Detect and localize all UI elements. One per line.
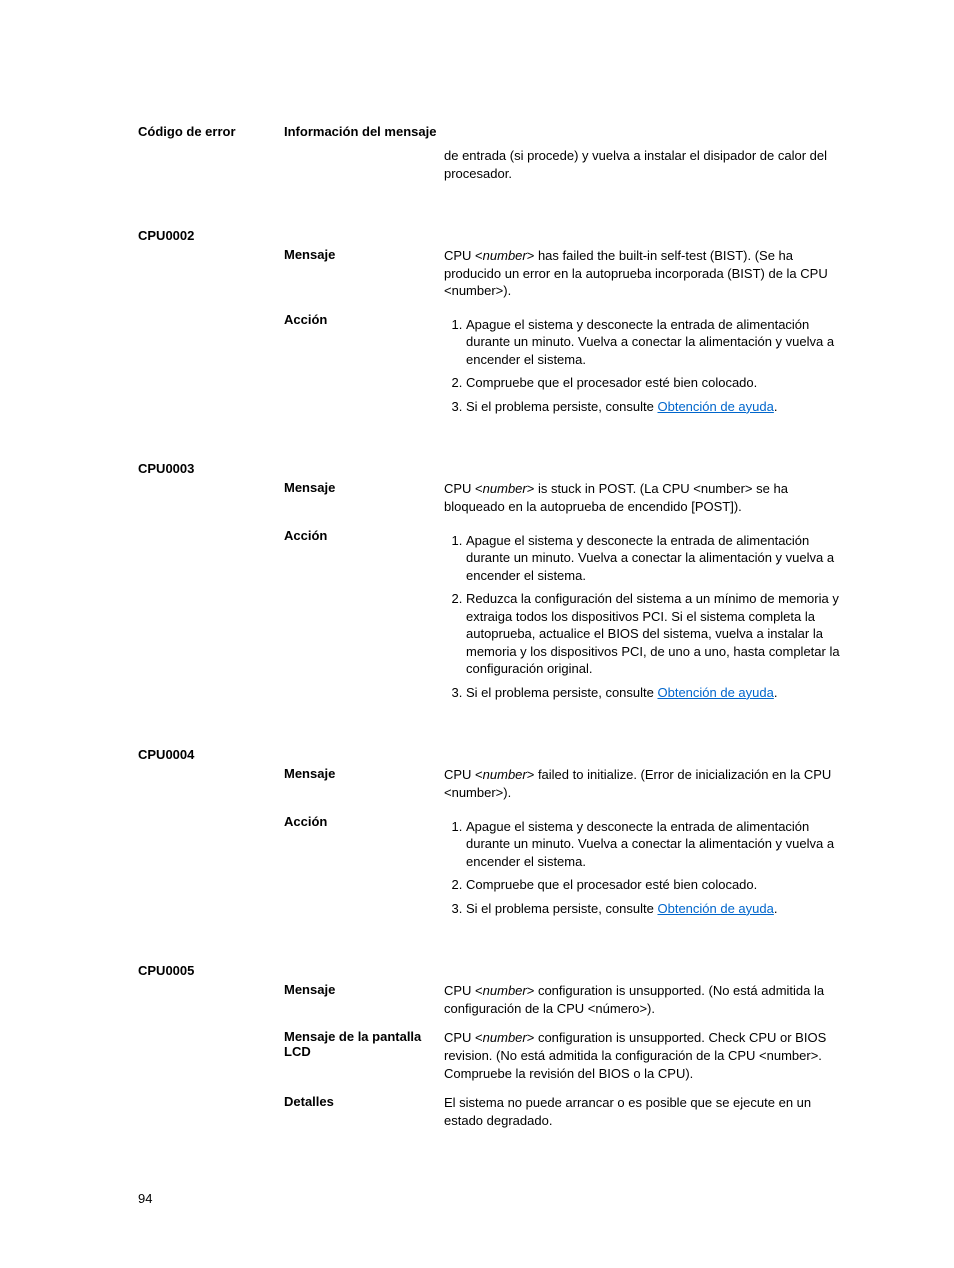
lcd-row: Mensaje de la pantalla LCD CPU <number> … [138,1029,846,1082]
action-row: Acción Apague el sistema y desconecte la… [138,814,846,924]
action-list: Apague el sistema y desconecte la entrad… [444,316,846,416]
action-step: Apague el sistema y desconecte la entrad… [466,316,846,369]
details-row: Detalles El sistema no puede arrancar o … [138,1094,846,1129]
action-list: Apague el sistema y desconecte la entrad… [444,532,846,702]
action-step: Compruebe que el procesador esté bien co… [466,876,846,894]
message-row: Mensaje CPU <number> is stuck in POST. (… [138,480,846,515]
action-step: Si el problema persiste, consulte Obtenc… [466,684,846,702]
error-code: CPU0005 [138,963,284,978]
label-accion: Acción [284,528,444,708]
page-number: 94 [138,1191,152,1206]
action-step: Compruebe que el procesador esté bien co… [466,374,846,392]
label-mensaje: Mensaje [284,982,444,1017]
label-accion: Acción [284,814,444,924]
error-code: CPU0002 [138,228,284,243]
error-row-cpu0004: CPU0004 [138,747,846,762]
trailing-text: de entrada (si procede) y vuelva a insta… [444,147,846,182]
document-page: Código de error Información del mensaje … [0,0,954,1268]
error-row-cpu0002: CPU0002 [138,228,846,243]
action-row: Acción Apague el sistema y desconecte la… [138,312,846,422]
label-lcd: Mensaje de la pantalla LCD [284,1029,444,1082]
action-step: Reduzca la configuración del sistema a u… [466,590,846,678]
label-mensaje: Mensaje [284,766,444,801]
label-detalles: Detalles [284,1094,444,1129]
action-step: Si el problema persiste, consulte Obtenc… [466,398,846,416]
header-message-info: Información del mensaje [284,124,436,139]
message-text: CPU <number> has failed the built-in sel… [444,247,846,300]
action-list: Apague el sistema y desconecte la entrad… [444,818,846,918]
message-row: Mensaje CPU <number> failed to initializ… [138,766,846,801]
message-text: CPU <number> failed to initialize. (Erro… [444,766,846,801]
lcd-text: CPU <number> configuration is unsupporte… [444,1029,846,1082]
label-mensaje: Mensaje [284,247,444,300]
action-step: Si el problema persiste, consulte Obtenc… [466,900,846,918]
label-accion: Acción [284,312,444,422]
message-text: CPU <number> is stuck in POST. (La CPU <… [444,480,846,515]
details-text: El sistema no puede arrancar o es posibl… [444,1094,846,1129]
prev-page-continuation: de entrada (si procede) y vuelva a insta… [138,147,846,182]
error-code: CPU0004 [138,747,284,762]
header-error-code: Código de error [138,124,284,139]
help-link[interactable]: Obtención de ayuda [657,685,773,700]
message-row: Mensaje CPU <number> has failed the buil… [138,247,846,300]
message-row: Mensaje CPU <number> configuration is un… [138,982,846,1017]
error-row-cpu0003: CPU0003 [138,461,846,476]
label-mensaje: Mensaje [284,480,444,515]
action-row: Acción Apague el sistema y desconecte la… [138,528,846,708]
table-header: Código de error Información del mensaje [138,124,846,139]
action-step: Apague el sistema y desconecte la entrad… [466,532,846,585]
help-link[interactable]: Obtención de ayuda [657,399,773,414]
help-link[interactable]: Obtención de ayuda [657,901,773,916]
error-row-cpu0005: CPU0005 [138,963,846,978]
action-step: Apague el sistema y desconecte la entrad… [466,818,846,871]
message-text: CPU <number> configuration is unsupporte… [444,982,846,1017]
error-code: CPU0003 [138,461,284,476]
